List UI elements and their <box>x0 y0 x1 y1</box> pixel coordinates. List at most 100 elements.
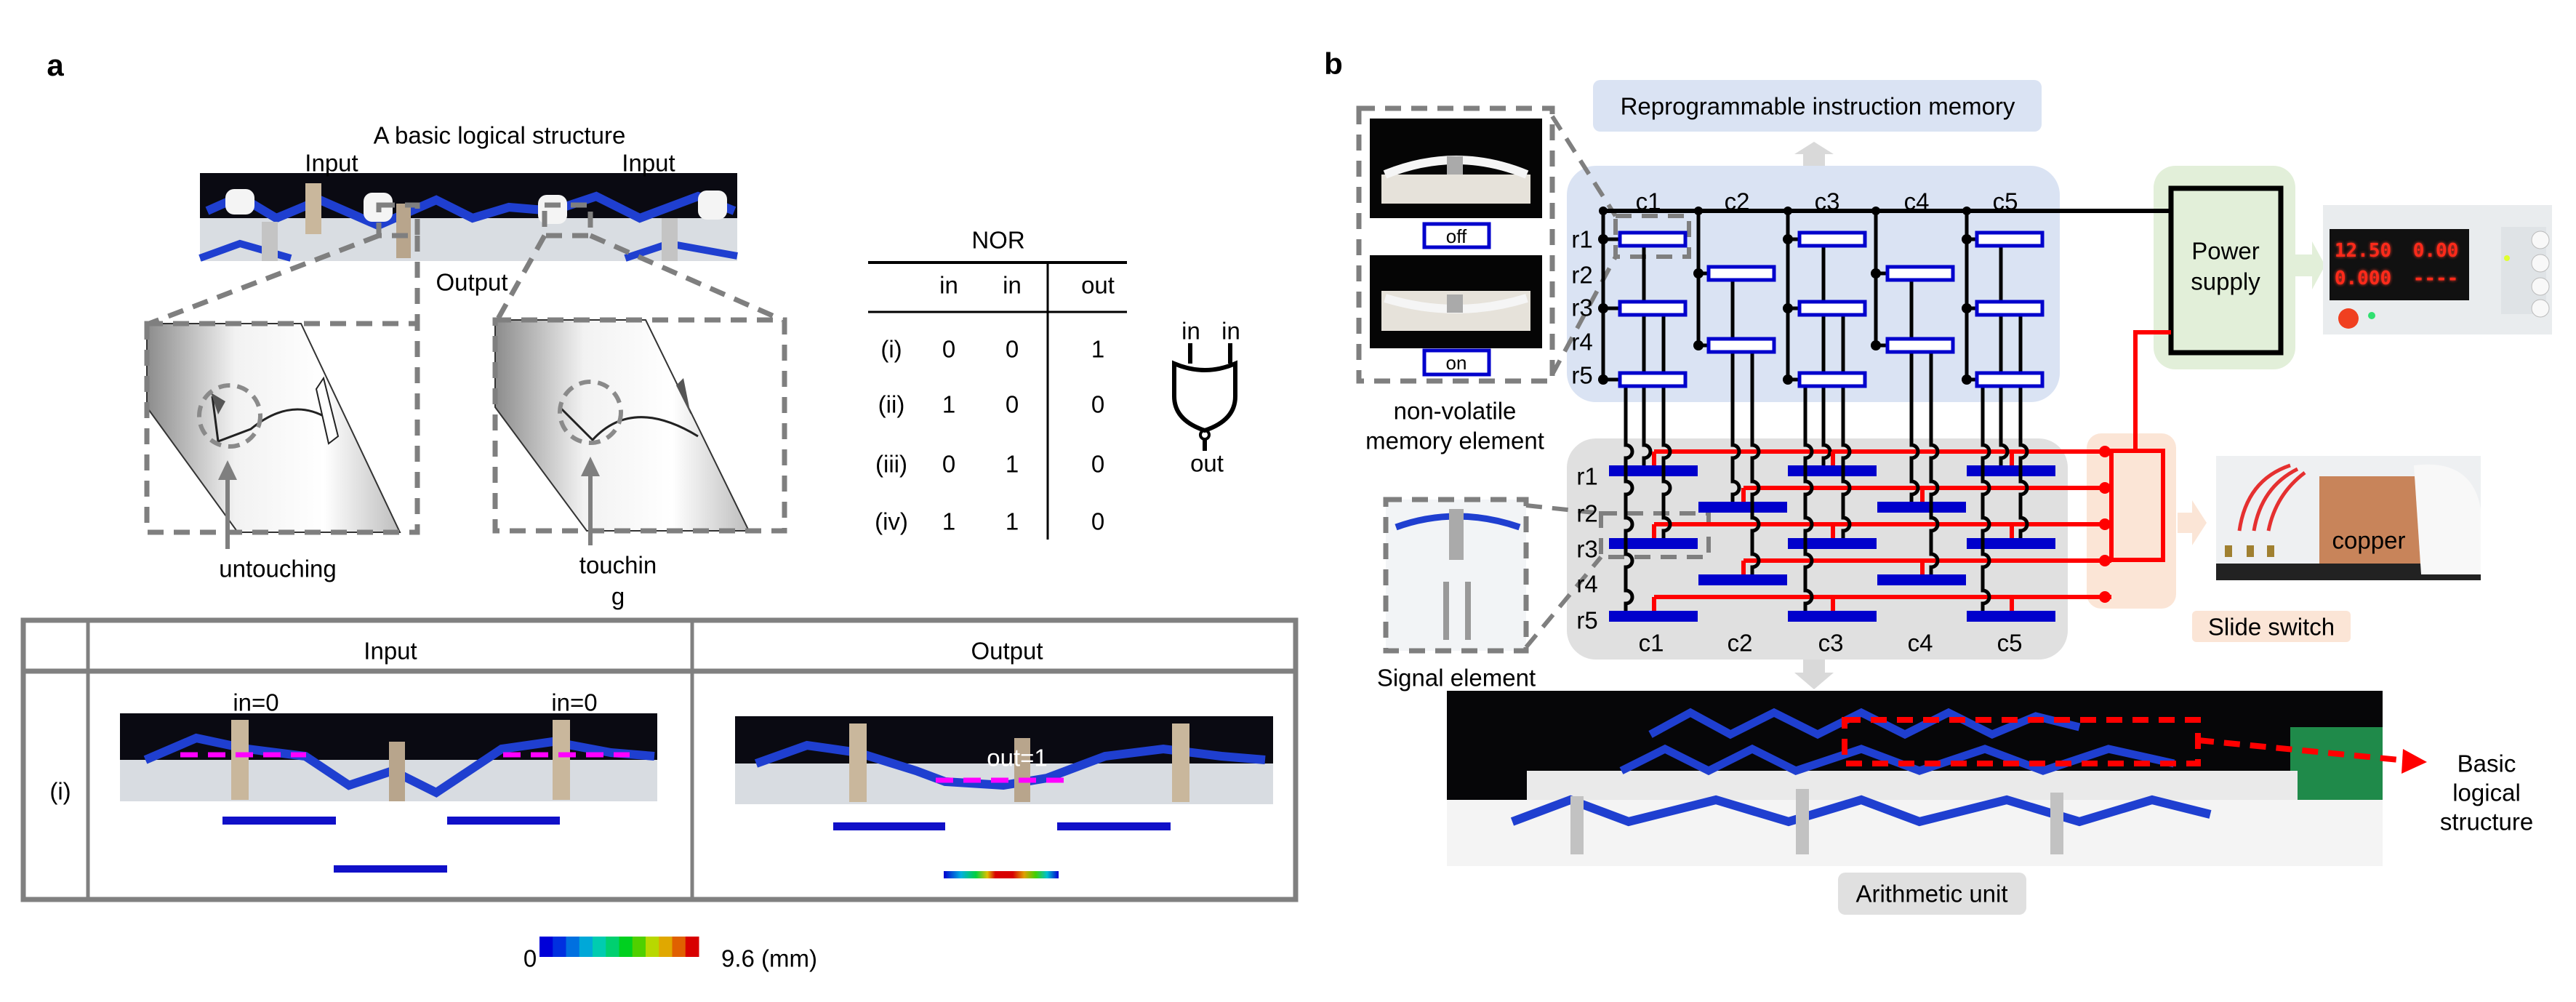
slide-switch-region <box>2087 433 2176 609</box>
touching-detail <box>492 317 787 545</box>
junction-dot <box>1783 303 1793 313</box>
nor-header-out: out <box>1081 271 1115 299</box>
junction-dot <box>1962 374 1972 385</box>
signal-row-label: r3 <box>1576 535 1598 563</box>
control-wire <box>1981 380 1991 611</box>
nor-cell: 0 <box>1091 450 1105 478</box>
signal-element <box>1967 538 2055 549</box>
signal-element <box>1788 465 1877 476</box>
output-photo <box>735 716 1273 804</box>
memory-column-label: c4 <box>1903 188 1930 215</box>
colorbar-band <box>619 937 633 957</box>
signal-element <box>1609 465 1698 476</box>
control-wire <box>1661 308 1672 538</box>
control-wire <box>1821 239 1832 465</box>
arithmetic-unit-label-box <box>1838 873 2026 915</box>
junction-dot <box>2099 518 2111 530</box>
in-left-state: in=0 <box>233 689 279 716</box>
junction-dot <box>1599 207 1608 215</box>
memory-element <box>1618 371 1688 388</box>
signal-element-caption: Signal element <box>1376 664 1536 692</box>
colorbar-band <box>632 937 646 957</box>
current-readout: 0.00 <box>2412 240 2459 262</box>
panel-b-label: b <box>1324 47 1343 81</box>
signal-element-photo <box>1383 497 1711 654</box>
slide-switch-label: Slide switch <box>2207 613 2335 641</box>
memory-element <box>1975 231 2045 248</box>
junction-dot <box>1871 268 1881 278</box>
nor-cell: 1 <box>1005 508 1019 535</box>
control-wire <box>1841 308 1852 538</box>
sim-row-label: (i) <box>49 777 71 805</box>
memory-element <box>1975 371 2045 388</box>
power-supply-box <box>2168 185 2284 356</box>
instruction-memory-label-box <box>1593 80 2042 132</box>
signal-element <box>1967 465 2055 476</box>
memory-column-label: c2 <box>1724 188 1750 215</box>
junction-dot <box>1962 234 1972 244</box>
control-wire <box>1999 239 2010 465</box>
power-supply-photo <box>2323 205 2552 334</box>
nor-row-label: (iii) <box>875 450 907 478</box>
voltage-readout: 12.50 <box>2334 240 2392 262</box>
structure-title: A basic logical structure <box>373 121 626 149</box>
nor-row-label: (iv) <box>875 508 908 535</box>
signal-feed-wire <box>2133 330 2171 451</box>
signal-element <box>1788 611 1877 622</box>
signal-element <box>1609 538 1698 549</box>
control-wire <box>1909 273 1920 502</box>
power-supply-line2: supply <box>2191 268 2260 295</box>
input-left-label: Input <box>305 149 358 177</box>
nor-header-in2: in <box>1003 271 1022 299</box>
signal-column-label: c4 <box>1907 629 1933 657</box>
junction-dot <box>1871 340 1881 350</box>
control-wire <box>1730 273 1741 502</box>
colorbar-band <box>659 937 673 957</box>
signal-element <box>1788 538 1877 549</box>
signal-column-label: c1 <box>1638 629 1664 657</box>
memory-column-label: c3 <box>1814 188 1840 215</box>
memory-column-label: c5 <box>1992 188 2018 215</box>
slide-switch-photo <box>2216 456 2481 580</box>
nor-header-in1: in <box>939 271 958 299</box>
signal-column-label: c3 <box>1818 629 1844 657</box>
colorbar-band <box>539 937 553 957</box>
off-label: off <box>1445 225 1467 247</box>
touching-label-line2: g <box>611 582 625 610</box>
arithmetic-unit-label: Arithmetic unit <box>1855 880 2008 907</box>
untouching-label: untouching <box>219 555 337 582</box>
signal-element <box>1698 574 1787 585</box>
nor-gate-icon <box>1172 343 1237 451</box>
output-label: Output <box>436 268 508 296</box>
input-photo <box>120 713 657 801</box>
control-wire <box>1642 239 1653 465</box>
gate-input-2: in <box>1221 317 1240 345</box>
touching-label-line1: touchin <box>579 551 657 579</box>
memory-row-label: r4 <box>1571 328 1593 356</box>
memory-row-label: r3 <box>1571 294 1593 321</box>
junction-dot <box>1598 374 1608 385</box>
on-label: on <box>1445 352 1467 374</box>
signal-row-label: r2 <box>1576 500 1598 527</box>
memory-row-label: r5 <box>1571 361 1593 389</box>
colorbar-band <box>672 937 686 957</box>
junction-dot <box>2099 482 2111 494</box>
control-wire <box>2018 308 2029 538</box>
junction-dot <box>1871 207 1880 215</box>
slide-switch-bus <box>2109 449 2165 562</box>
right-arrow-icon <box>2295 241 2325 289</box>
right-arrow-icon <box>2178 500 2207 545</box>
power-readout: 0.000 <box>2334 268 2392 289</box>
nor-cell: 1 <box>942 390 956 418</box>
control-wire <box>1624 380 1634 611</box>
junction-dot <box>2099 591 2111 603</box>
memory-element-photos <box>1356 105 1691 384</box>
copper-label: copper <box>2332 526 2406 554</box>
colorbar-max: 9.6 (mm) <box>721 945 817 972</box>
panel-a-label: a <box>47 48 64 82</box>
basic-structure-photo <box>198 173 738 262</box>
control-wire <box>1750 345 1761 574</box>
memory-element <box>1706 337 1776 354</box>
signal-element <box>1698 502 1787 513</box>
